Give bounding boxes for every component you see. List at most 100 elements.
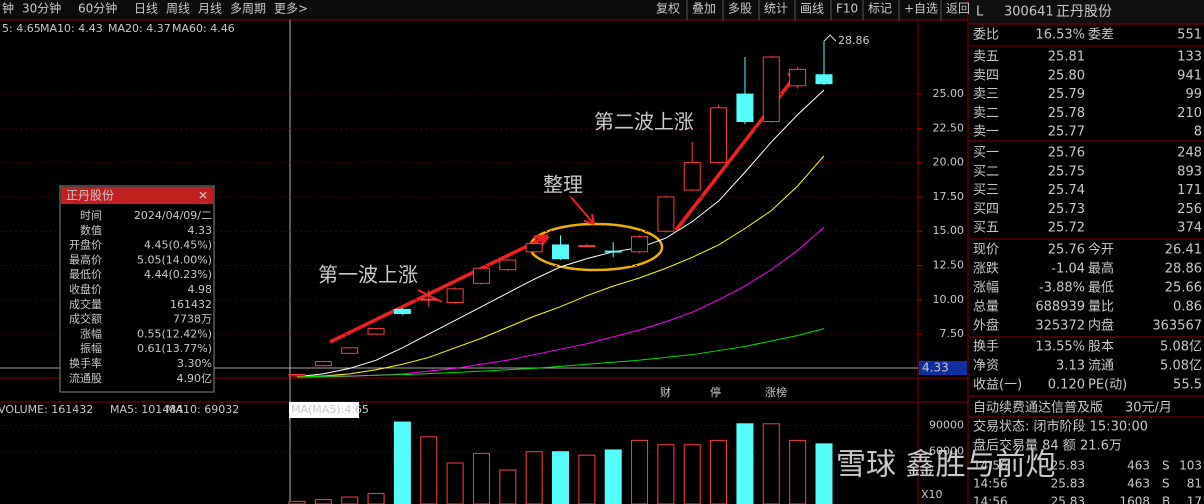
- popup-value: 5.05(14.00%): [137, 253, 212, 266]
- tick-price: 25.83: [1051, 477, 1085, 491]
- book-volume: 893: [1177, 164, 1202, 179]
- tool-button[interactable]: 多股: [728, 2, 752, 16]
- label: 委比: [973, 28, 999, 43]
- candle-body: [736, 93, 754, 123]
- stat-value: 363567: [1152, 319, 1202, 334]
- candle-body: [683, 162, 701, 191]
- volume-bar: [736, 423, 754, 504]
- ma-line: [296, 328, 825, 378]
- stat-value: 25.76: [1048, 243, 1085, 258]
- candle-body: [631, 236, 649, 253]
- period-tab[interactable]: 30分钟: [22, 1, 61, 16]
- tick-price: 25.83: [1051, 495, 1085, 504]
- popup-value: 2024/04/09/二: [134, 209, 212, 222]
- candle-body: [815, 74, 833, 85]
- tick-time: 14:56: [973, 495, 1008, 504]
- arrow: [569, 195, 595, 225]
- candle-body: [710, 107, 728, 164]
- tick-price: 25.83: [1051, 459, 1085, 473]
- y-tick-label: 25.00: [933, 87, 965, 100]
- fin-label: PE(动): [1088, 378, 1127, 393]
- book-label: 卖五: [973, 50, 999, 65]
- popup-label: 最高价: [69, 252, 102, 266]
- tool-button[interactable]: 画线: [800, 2, 824, 16]
- popup-value: 4.45(0.45%): [144, 239, 212, 252]
- book-volume: 374: [1177, 221, 1202, 236]
- period-tab[interactable]: 月线: [198, 2, 222, 16]
- tool-button[interactable]: 复权: [656, 2, 680, 16]
- popup-value: 4.98: [188, 283, 213, 296]
- tool-button[interactable]: F10: [836, 2, 858, 16]
- candle-body: [420, 298, 438, 301]
- stat-label: 最高: [1088, 261, 1114, 277]
- book-volume: 8: [1194, 125, 1202, 140]
- volume-bar: [472, 452, 490, 504]
- volume-bar: [499, 469, 517, 504]
- book-label: 买四: [973, 202, 999, 217]
- period-tab[interactable]: 更多>: [274, 2, 308, 16]
- stat-label: 涨幅: [973, 281, 999, 296]
- period-tab[interactable]: 60分钟: [78, 1, 117, 16]
- volume-bar: [657, 444, 675, 504]
- trade-status: 交易状态: 闭市阶段 15:30:00: [973, 419, 1148, 435]
- candle-body: [341, 347, 359, 354]
- ma-line: [296, 155, 825, 378]
- candle-body: [657, 196, 675, 232]
- book-label: 买五: [973, 221, 999, 236]
- y-tick-label: 15.00: [933, 224, 965, 237]
- period-tab[interactable]: 多周期: [230, 2, 266, 16]
- volume-bar: [446, 462, 464, 504]
- watermark: 雪球 鑫胜与前炮: [836, 448, 1056, 483]
- y-tick-label: 60000: [929, 445, 964, 458]
- popup-value: 0.61(13.77%): [137, 342, 212, 355]
- value: 16.53%: [1035, 28, 1085, 43]
- book-price: 25.74: [1048, 183, 1085, 198]
- promo-price[interactable]: 30元/月: [1125, 401, 1172, 416]
- multiplier: X10: [921, 488, 943, 501]
- stat-label: 内盘: [1088, 318, 1114, 334]
- tool-button[interactable]: 返回: [946, 2, 970, 16]
- volume-bar: [393, 421, 411, 504]
- book-price: 25.73: [1048, 202, 1085, 217]
- candle-body: [446, 288, 464, 304]
- candle-body: [314, 361, 332, 367]
- tool-button[interactable]: +自选: [904, 2, 938, 16]
- book-label: 卖一: [973, 125, 999, 140]
- stat-label: 今开: [1088, 242, 1114, 258]
- popup-label: 成交量: [69, 297, 102, 311]
- period-tab[interactable]: 日线: [134, 2, 158, 16]
- market-flag: L: [976, 5, 984, 20]
- volume-bar: [525, 451, 543, 504]
- arrow: [417, 289, 443, 303]
- high-pointer: [823, 34, 837, 42]
- volume-bar: [367, 493, 385, 504]
- book-label: 买三: [973, 183, 999, 198]
- book-label: 卖三: [973, 87, 999, 102]
- value: 551: [1177, 28, 1202, 43]
- y-tick-label: 10.00: [933, 293, 965, 306]
- book-volume: 171: [1177, 183, 1202, 198]
- tool-button[interactable]: 统计: [764, 2, 788, 16]
- book-volume: 210: [1177, 106, 1202, 121]
- volume-legend: MA10: 69032: [166, 403, 239, 416]
- y-tick-label: 12.50: [933, 259, 965, 272]
- period-tab[interactable]: 钟: [2, 1, 14, 16]
- candle-body: [762, 56, 780, 123]
- popup-label: 最低价: [69, 268, 102, 281]
- tick-time: 14:56: [973, 459, 1008, 473]
- period-tab[interactable]: 周线: [166, 2, 190, 16]
- stat-value: 325372: [1035, 319, 1085, 334]
- tool-button[interactable]: 叠加: [692, 2, 716, 16]
- book-volume: 99: [1185, 87, 1202, 102]
- fin-value: 5.08亿: [1160, 340, 1202, 355]
- tick-volume: 1608: [1119, 495, 1150, 504]
- promo: 自动续费通达信普及版: [973, 401, 1103, 416]
- tool-button[interactable]: 标记: [868, 2, 892, 16]
- popup-value: 161432: [170, 298, 212, 311]
- close-button[interactable]: ✕: [198, 189, 208, 203]
- tick-count: 81: [1187, 477, 1202, 491]
- popup-title: 正丹股份: [66, 189, 114, 203]
- popup-value: 3.30%: [177, 357, 212, 370]
- volume-bar: [683, 444, 701, 504]
